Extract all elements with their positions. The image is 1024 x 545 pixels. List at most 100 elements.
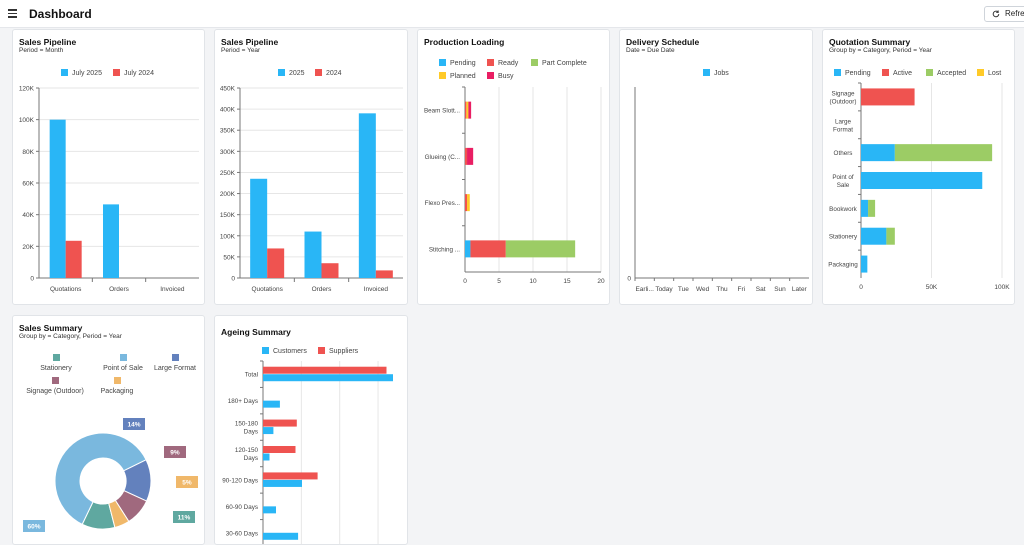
legend-item[interactable]: Suppliers: [318, 347, 358, 355]
slice-label-box: [123, 418, 145, 430]
slice-label-box: [164, 446, 186, 458]
x-tick-label: Sat: [756, 286, 766, 293]
y-tick-label: Days: [244, 429, 258, 436]
sales-pipeline-month-card: Sales Pipeline Period = Month July 2025 …: [12, 29, 205, 305]
card-subtitle: Period = Month: [19, 47, 64, 54]
slice-label-box: [23, 520, 45, 532]
bar-segment: [465, 101, 467, 119]
legend-item[interactable]: 2025: [278, 69, 305, 77]
bar: [304, 231, 322, 278]
legend-item[interactable]: Accepted: [926, 69, 966, 77]
legend-item[interactable]: 2024: [315, 69, 342, 77]
bar: [321, 263, 339, 278]
legend-item[interactable]: Pending: [834, 69, 871, 77]
legend-item[interactable]: July 2024: [113, 69, 154, 77]
y-tick-label: 0: [627, 276, 631, 283]
y-tick-label: Flexo Pres...: [425, 200, 461, 207]
legend-item[interactable]: Part Complete: [531, 59, 587, 67]
bar: [263, 506, 276, 514]
y-tick-label: 80K: [22, 149, 34, 156]
bar-segment: [467, 147, 474, 165]
legend-item[interactable]: Lost: [977, 69, 1001, 77]
x-tick-label: Later: [792, 286, 808, 293]
refresh-button[interactable]: Refresh: [984, 6, 1024, 22]
card-subtitle: Date = Due Date: [626, 47, 675, 54]
bar: [263, 366, 387, 374]
legend-item[interactable]: Jobs: [703, 69, 729, 77]
legend-item[interactable]: Ready: [487, 59, 518, 67]
x-tick-label: Tue: [678, 286, 689, 293]
legend-item[interactable]: Busy: [487, 72, 514, 80]
legend-item[interactable]: Stationery: [33, 354, 79, 372]
y-tick-label: 120K: [19, 86, 35, 93]
x-tick-label: Earli...: [635, 286, 654, 293]
card-title: Sales Pipeline: [221, 37, 279, 47]
bar-segment: [894, 144, 993, 162]
y-tick-label: Others: [834, 150, 853, 157]
legend-item[interactable]: Planned: [439, 72, 476, 80]
y-tick-label: 40K: [22, 212, 34, 219]
y-tick-label: 350K: [220, 128, 236, 135]
y-tick-label: 200K: [220, 191, 236, 198]
x-tick-label: Today: [655, 286, 673, 293]
slice-label: 14%: [127, 422, 140, 429]
y-tick-label: 100K: [19, 117, 35, 124]
legend-item[interactable]: Large Format: [145, 354, 204, 372]
chart-legend: 2025 2024: [278, 69, 398, 79]
chart-legend: Pending Ready Part Complete Planned Busy: [439, 59, 609, 83]
slice-label-box: [176, 476, 198, 488]
bar-segment: [886, 227, 895, 245]
sales-pipeline-month-chart: 0 20K 40K 60K 80K 100K 120K Quotations Orders Inv…: [19, 86, 199, 293]
bar-segment: [861, 172, 983, 189]
refresh-icon: [992, 10, 1000, 18]
y-tick-label: 0: [30, 276, 34, 283]
y-tick-label: Stationery: [829, 234, 858, 241]
bar-segment: [465, 194, 468, 212]
bar: [263, 479, 302, 487]
sales-summary-donut-chart: 11% 60% 14% 9% 5%: [23, 418, 198, 532]
chart-legend: Jobs: [703, 69, 763, 79]
bar-segment: [861, 227, 887, 245]
sales-pipeline-year-chart: 0 50K 100K 150K 200K 250K 300K 350K 400K 450K Quot…: [220, 86, 403, 293]
bar-segment: [468, 101, 472, 119]
bar: [103, 204, 119, 278]
hamburger-menu-icon[interactable]: [8, 9, 17, 18]
card-title: Ageing Summary: [221, 327, 291, 337]
x-tick-label: 15: [563, 278, 571, 285]
bar: [263, 419, 297, 427]
bar: [375, 270, 393, 278]
y-tick-label: Days: [244, 455, 258, 462]
legend-item[interactable]: Packaging: [93, 377, 141, 395]
legend-item[interactable]: July 2025: [61, 69, 102, 77]
card-subtitle: Period = Year: [221, 47, 261, 54]
bar-segment: [868, 199, 876, 217]
legend-item[interactable]: Point of Sale: [91, 354, 155, 372]
legend-item[interactable]: Active: [882, 69, 912, 77]
x-tick-label: Invoiced: [364, 286, 389, 293]
y-tick-label: Point of: [832, 174, 854, 181]
x-tick-label: Quotations: [251, 286, 283, 293]
legend-item[interactable]: Customers: [262, 347, 307, 355]
y-tick-label: Large: [835, 118, 852, 125]
y-tick-label: Format: [833, 126, 853, 133]
bar: [263, 532, 299, 540]
y-tick-label: 250K: [220, 170, 236, 177]
y-tick-label: 60-90 Days: [226, 504, 258, 511]
legend-item[interactable]: Signage (Outdoor): [17, 377, 93, 395]
x-tick-label: 10: [529, 278, 537, 285]
bar: [263, 400, 280, 408]
y-tick-label: 0: [231, 276, 235, 283]
x-tick-label: 50K: [926, 284, 938, 291]
legend-item[interactable]: Pending: [439, 59, 476, 67]
bar-segment: [861, 88, 915, 106]
top-bar: Dashboard Refresh: [0, 0, 1024, 28]
bar-segment: [505, 240, 576, 258]
bar-segment: [467, 194, 470, 212]
x-tick-label: Sun: [774, 286, 786, 293]
y-tick-label: Stitching ...: [429, 246, 460, 253]
slice-label: 9%: [170, 450, 180, 457]
x-tick-label: 0: [859, 284, 863, 291]
card-title: Quotation Summary: [829, 37, 911, 47]
card-title: Sales Summary: [19, 323, 83, 333]
y-tick-label: (Outdoor): [830, 98, 857, 105]
